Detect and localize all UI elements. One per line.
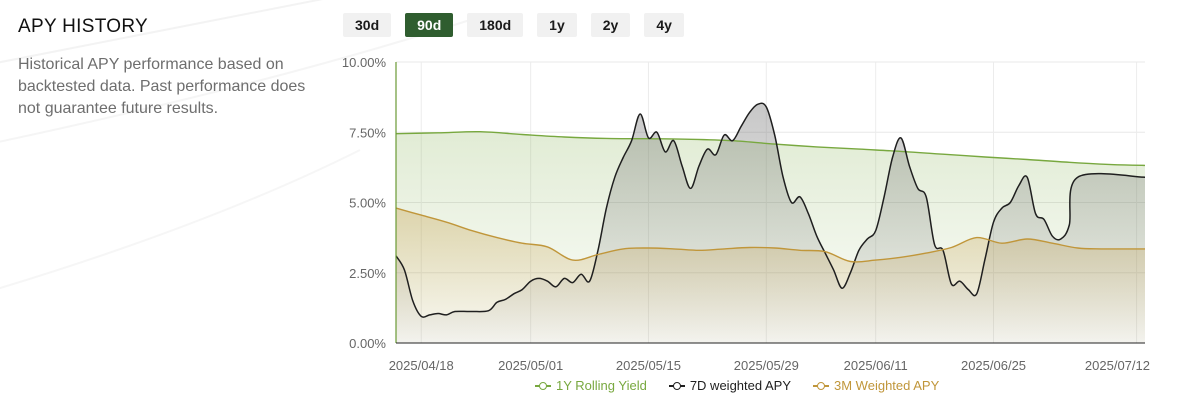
time-range-selector: 30d 90d 180d 1y 2y 4y xyxy=(343,13,684,37)
legend-marker-icon xyxy=(668,381,685,391)
section-description: Historical APY performance based on back… xyxy=(18,56,306,117)
chart-legend: 1Y Rolling Yield 7D weighted APY 3M Weight… xyxy=(0,378,1200,393)
range-tab-180d[interactable]: 180d xyxy=(467,13,524,37)
range-tab-30d[interactable]: 30d xyxy=(343,13,392,37)
y-tick-label: 10.00% xyxy=(342,55,387,70)
rolling-yield-line[interactable] xyxy=(395,130,1146,167)
range-tab-1y[interactable]: 1y xyxy=(537,13,577,37)
x-tick-label: 2025/04/18 xyxy=(389,358,454,373)
range-tab-4y[interactable]: 4y xyxy=(644,13,684,37)
legend-item-weighted-3m[interactable]: 3M Weighted APY xyxy=(813,378,939,393)
legend-label: 7D weighted APY xyxy=(689,378,792,393)
x-tick-label: 2025/07/12 xyxy=(1085,358,1150,373)
y-tick-label: 5.00% xyxy=(349,196,386,211)
x-tick-label: 2025/06/25 xyxy=(961,358,1026,373)
apy-info-panel: APY HISTORY Historical APY performance b… xyxy=(18,16,318,120)
weighted-3m-area xyxy=(396,208,1145,343)
weighted-3m-line[interactable] xyxy=(395,207,1146,263)
range-tab-2y[interactable]: 2y xyxy=(590,13,631,37)
legend-item-weighted-7d[interactable]: 7D weighted APY xyxy=(668,378,792,393)
legend-marker-icon xyxy=(535,381,551,391)
weighted-7d-line[interactable] xyxy=(395,102,1146,318)
range-tab-90d[interactable]: 90d xyxy=(405,13,454,37)
y-tick-label: 2.50% xyxy=(349,266,386,281)
x-tick-label: 2025/05/29 xyxy=(734,358,799,373)
legend-label: 1Y Rolling Yield xyxy=(556,378,647,393)
x-tick-label: 2025/05/01 xyxy=(498,358,563,373)
y-tick-label: 0.00% xyxy=(349,336,386,351)
legend-marker-icon xyxy=(813,381,830,391)
y-tick-label: 7.50% xyxy=(349,125,386,140)
section-title: APY HISTORY xyxy=(18,16,149,37)
legend-label: 3M Weighted APY xyxy=(834,378,940,393)
x-tick-label: 2025/05/15 xyxy=(616,358,681,373)
legend-item-rolling-yield[interactable]: 1Y Rolling Yield xyxy=(535,378,647,393)
x-tick-label: 2025/06/11 xyxy=(844,358,908,373)
